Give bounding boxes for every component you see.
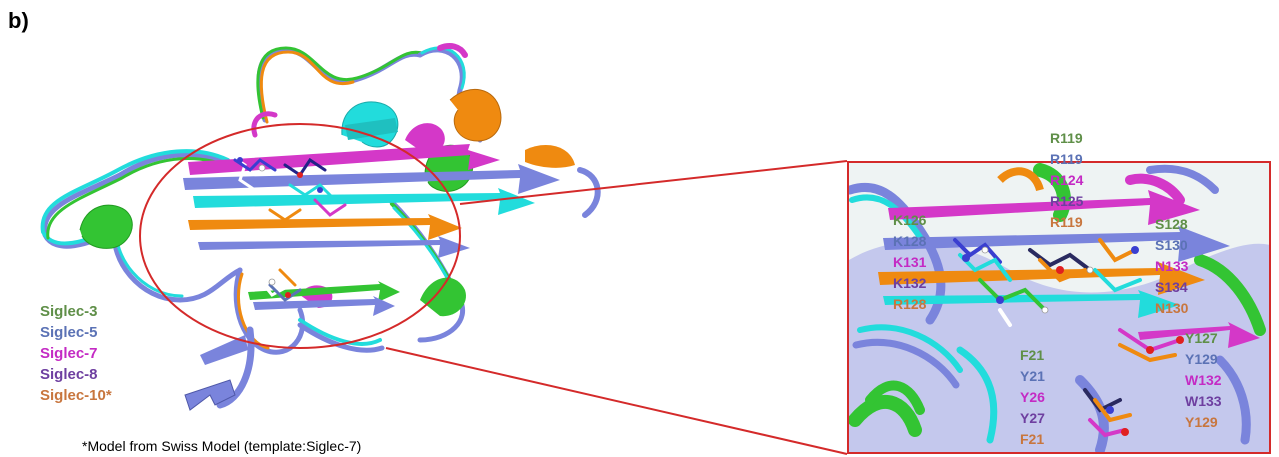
residue-label: K131 xyxy=(893,254,927,270)
residue-label: R119 xyxy=(1050,214,1083,230)
residue-label: K132 xyxy=(893,275,927,291)
legend-siglec-5: Siglec-5 xyxy=(40,324,98,341)
zoom-inset-frame xyxy=(847,161,1271,454)
footnote: *Model from Swiss Model (template:Siglec… xyxy=(82,438,362,454)
residue-label: S130 xyxy=(1155,237,1188,253)
residue-label: Y129 xyxy=(1185,414,1218,430)
residue-label: R124 xyxy=(1050,172,1084,188)
beta-strands xyxy=(183,144,560,411)
residue-label: N130 xyxy=(1155,300,1189,316)
highlight-overlay xyxy=(139,123,848,455)
residue-group-phe-bottom: F21 Y21 Y26 Y27 F21 xyxy=(1020,345,1045,450)
residue-label: K128 xyxy=(893,233,927,249)
residue-label: Y21 xyxy=(1020,368,1045,384)
residue-label: R119 xyxy=(1050,151,1083,167)
residue-label: S128 xyxy=(1155,216,1188,232)
residue-label: R128 xyxy=(893,296,927,312)
residue-label: F21 xyxy=(1020,431,1045,447)
atom-caps xyxy=(237,157,323,298)
legend-siglec-7: Siglec-7 xyxy=(40,345,98,362)
residue-label: W133 xyxy=(1185,393,1222,409)
residue-label: S134 xyxy=(1155,279,1188,295)
legend-siglec-3: Siglec-3 xyxy=(40,303,98,320)
residue-label: Y27 xyxy=(1020,410,1045,426)
residue-label: W132 xyxy=(1185,372,1222,388)
residue-label: K126 xyxy=(893,212,927,228)
residue-label: Y26 xyxy=(1020,389,1045,405)
residue-label: N133 xyxy=(1155,258,1189,274)
residue-label: F21 xyxy=(1020,347,1045,363)
legend: Siglec-3 Siglec-5 Siglec-7 Siglec-8 Sigl… xyxy=(40,301,112,406)
residue-group-ser-right: S128 S130 N133 S134 N130 xyxy=(1155,214,1188,319)
legend-siglec-10: Siglec-10* xyxy=(40,387,112,404)
residue-label: Y129 xyxy=(1185,351,1218,367)
zoom-atom-caps xyxy=(962,246,1184,436)
legend-siglec-8: Siglec-8 xyxy=(40,366,98,383)
panel-label: b) xyxy=(8,8,29,33)
residue-label: R125 xyxy=(1050,193,1084,209)
protein-cartoon-overview xyxy=(40,43,601,411)
residue-group-arg-top: R119 R119 R124 R125 R119 xyxy=(1050,128,1083,233)
residue-label: R119 xyxy=(1050,130,1083,146)
residue-group-lys-left: K126 K128 K131 K132 R128 xyxy=(893,210,926,315)
residue-group-tyr-right: Y127 Y129 W132 W133 Y129 xyxy=(1185,328,1222,433)
zoomed-binding-site xyxy=(849,163,1269,452)
residue-label: Y127 xyxy=(1185,330,1218,346)
